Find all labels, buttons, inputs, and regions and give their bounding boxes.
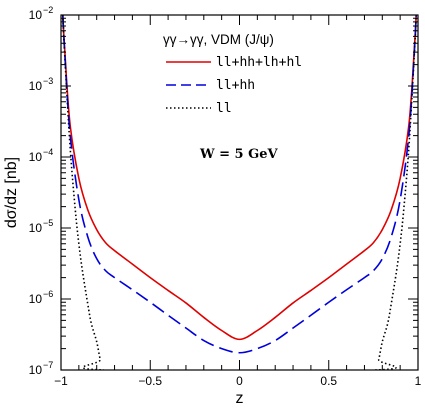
series-line-2 [61,15,418,354]
y-tick-label: 10 −3 [29,76,54,93]
series-line-3 [61,15,418,370]
x-axis-title: z [236,390,244,407]
y-tick-label: 10 −6 [29,289,54,306]
x-tick-label: 0 [236,374,243,388]
y-tick-label-base: 10 [29,221,43,235]
energy-annotation: W = 5 GeV [199,147,278,162]
y-tick-label: 10 −7 [29,360,54,377]
y-tick-label-exponent: −3 [43,76,53,86]
y-tick-label-base: 10 [29,292,43,306]
legend-label-1: ll+hh+lh+hl [216,55,302,70]
series-line-1 [61,15,418,341]
y-tick-label: 10 −2 [29,5,54,22]
y-axis-title: dσ/dz [nb] [3,157,20,228]
x-tick-label: 1 [415,374,422,388]
legend-label-3: ll [216,101,232,116]
y-tick-label-exponent: −5 [43,218,53,228]
y-tick-label: 10 −4 [29,147,54,164]
y-tick-label-exponent: −4 [43,147,53,157]
y-tick-label-exponent: −6 [43,289,53,299]
legend-label-2: ll+hh [216,78,255,93]
y-tick-label: 10 −5 [29,218,54,235]
legend-title: γγ→γγ, VDM (J/ψ) [163,32,274,47]
y-tick-label-base: 10 [29,363,43,377]
y-tick-label-base: 10 [29,8,43,22]
y-tick-label-exponent: −7 [43,360,53,370]
y-tick-label-exponent: −2 [43,5,53,15]
x-tick-label: 0.5 [320,374,337,388]
legend: γγ→γγ, VDM (J/ψ) ll+hh+lh+hl ll+hh ll [163,32,302,116]
x-tick-label: −1 [54,374,68,388]
y-tick-label-base: 10 [29,150,43,164]
x-tick-label: −0.5 [138,374,162,388]
y-tick-label-base: 10 [29,79,43,93]
